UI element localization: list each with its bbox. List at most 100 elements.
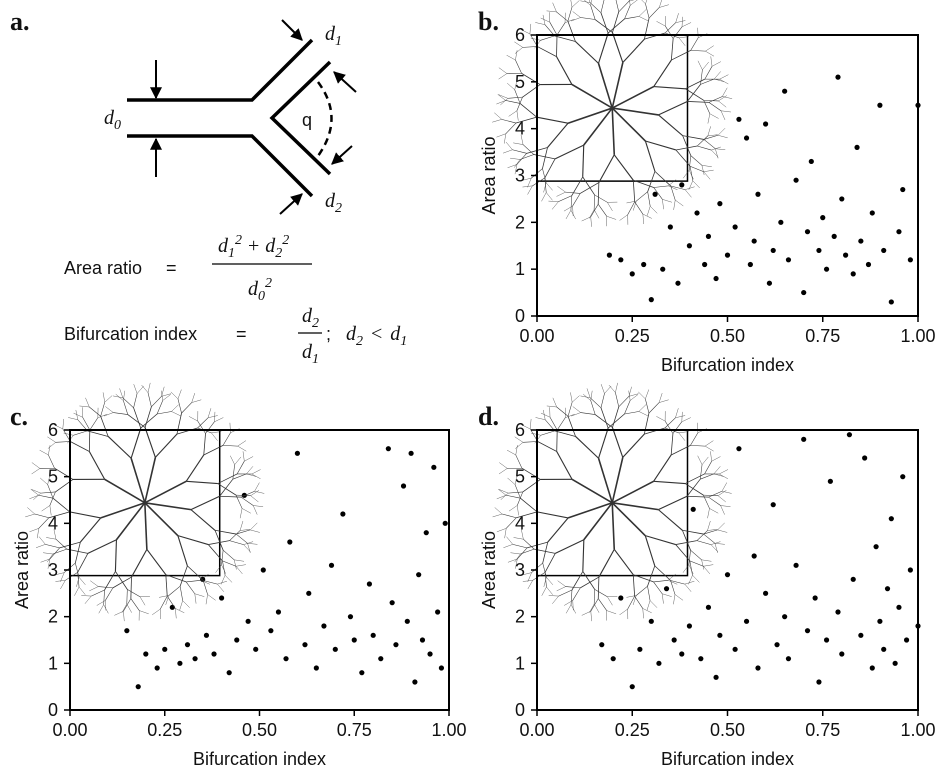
tree-branch	[514, 164, 518, 175]
tree-branch	[250, 522, 258, 531]
point	[143, 651, 149, 657]
tree-branch	[130, 598, 140, 611]
tree-branch	[503, 544, 513, 548]
tree-branch	[589, 2, 602, 13]
tree-branch	[219, 478, 234, 497]
tree-branch	[658, 114, 683, 137]
tree-branch	[572, 406, 581, 413]
point	[755, 191, 761, 197]
tree-branch	[250, 495, 259, 503]
tree-branch	[654, 171, 672, 187]
tree-branch	[667, 573, 676, 581]
tree-branch	[579, 182, 600, 194]
tree-branch	[522, 144, 535, 155]
tree-branch	[496, 528, 507, 533]
tree-branch	[34, 513, 50, 519]
tree-branch	[73, 430, 88, 436]
tree-branch	[506, 55, 516, 61]
tree-branch	[514, 553, 521, 563]
tree-branch	[515, 50, 518, 61]
tree-branch	[190, 495, 220, 511]
tree-branch	[519, 103, 538, 118]
tree-branch	[622, 433, 645, 458]
point	[823, 266, 830, 272]
x-tick-label: 0.00	[519, 720, 554, 740]
tree-branch	[704, 445, 714, 452]
tree-branch	[717, 495, 726, 503]
point	[808, 158, 814, 165]
tree-branch	[722, 96, 733, 99]
tree-branch	[500, 492, 509, 500]
point	[869, 665, 875, 671]
angle-label: q	[302, 110, 312, 130]
tree-branch	[707, 134, 718, 137]
tree-branch	[527, 185, 533, 195]
tree-branch	[250, 529, 260, 533]
tree-branch	[686, 478, 701, 497]
separator: ;	[326, 324, 331, 344]
tree-branch	[682, 564, 690, 573]
tree-branch	[544, 553, 556, 573]
tree-branch	[700, 78, 715, 85]
point	[211, 651, 217, 657]
tree-branch	[136, 385, 144, 394]
tree-branch	[521, 572, 532, 576]
tree-branch	[647, 565, 656, 587]
tree-branch	[717, 135, 728, 139]
x-tick-label: 1.00	[900, 326, 935, 346]
tree-branch	[123, 611, 125, 622]
tree-branch	[223, 445, 238, 447]
y-tick-label: 4	[515, 119, 525, 139]
tree-branch	[611, 107, 646, 142]
tree-branch	[549, 417, 558, 431]
tree-branch	[714, 78, 724, 82]
tree-branch	[711, 61, 721, 67]
tree-branch	[707, 113, 711, 124]
tree-branch	[33, 492, 41, 500]
tree-branch	[515, 116, 537, 124]
tree-branch	[700, 69, 703, 85]
tree-branch	[720, 505, 731, 507]
tree-branch	[649, 600, 658, 608]
tree-branch	[570, 392, 573, 403]
tree-branch	[251, 473, 261, 479]
tree-branch	[508, 110, 518, 117]
tree-branch	[703, 171, 711, 180]
tree-branch	[221, 564, 226, 574]
tree-branch	[593, 194, 595, 210]
tree-branch	[532, 572, 546, 581]
tree-branch	[100, 502, 146, 519]
tree-branch	[707, 529, 718, 531]
point	[713, 674, 719, 680]
point	[793, 562, 799, 568]
tree-branch	[105, 406, 114, 413]
tree-branch	[522, 46, 538, 48]
point	[610, 656, 616, 662]
tree-branch	[516, 97, 523, 111]
point	[850, 576, 856, 582]
tree-branch	[582, 145, 585, 177]
tree-branch	[546, 586, 553, 595]
point	[732, 224, 738, 230]
tree-branch	[144, 457, 157, 503]
point	[648, 297, 654, 303]
tree-branch	[688, 575, 693, 585]
tree-branch	[580, 412, 596, 415]
point	[340, 511, 346, 517]
tree-branch	[583, 107, 613, 146]
tree-branch	[615, 392, 620, 407]
tree-branch	[690, 549, 702, 561]
tree-branch	[714, 71, 721, 80]
tree-branch	[253, 505, 264, 507]
tree-branch	[598, 549, 615, 578]
point	[858, 238, 864, 244]
tree-branch	[664, 417, 676, 429]
tree-branch	[207, 408, 212, 418]
tree-branch	[703, 139, 716, 149]
tree-branch	[506, 494, 521, 499]
tree-branch	[241, 496, 254, 506]
tree-branch	[235, 494, 251, 496]
tree-branch	[147, 382, 151, 393]
y-tick-label: 1	[515, 259, 525, 279]
tree-branch	[701, 559, 712, 562]
